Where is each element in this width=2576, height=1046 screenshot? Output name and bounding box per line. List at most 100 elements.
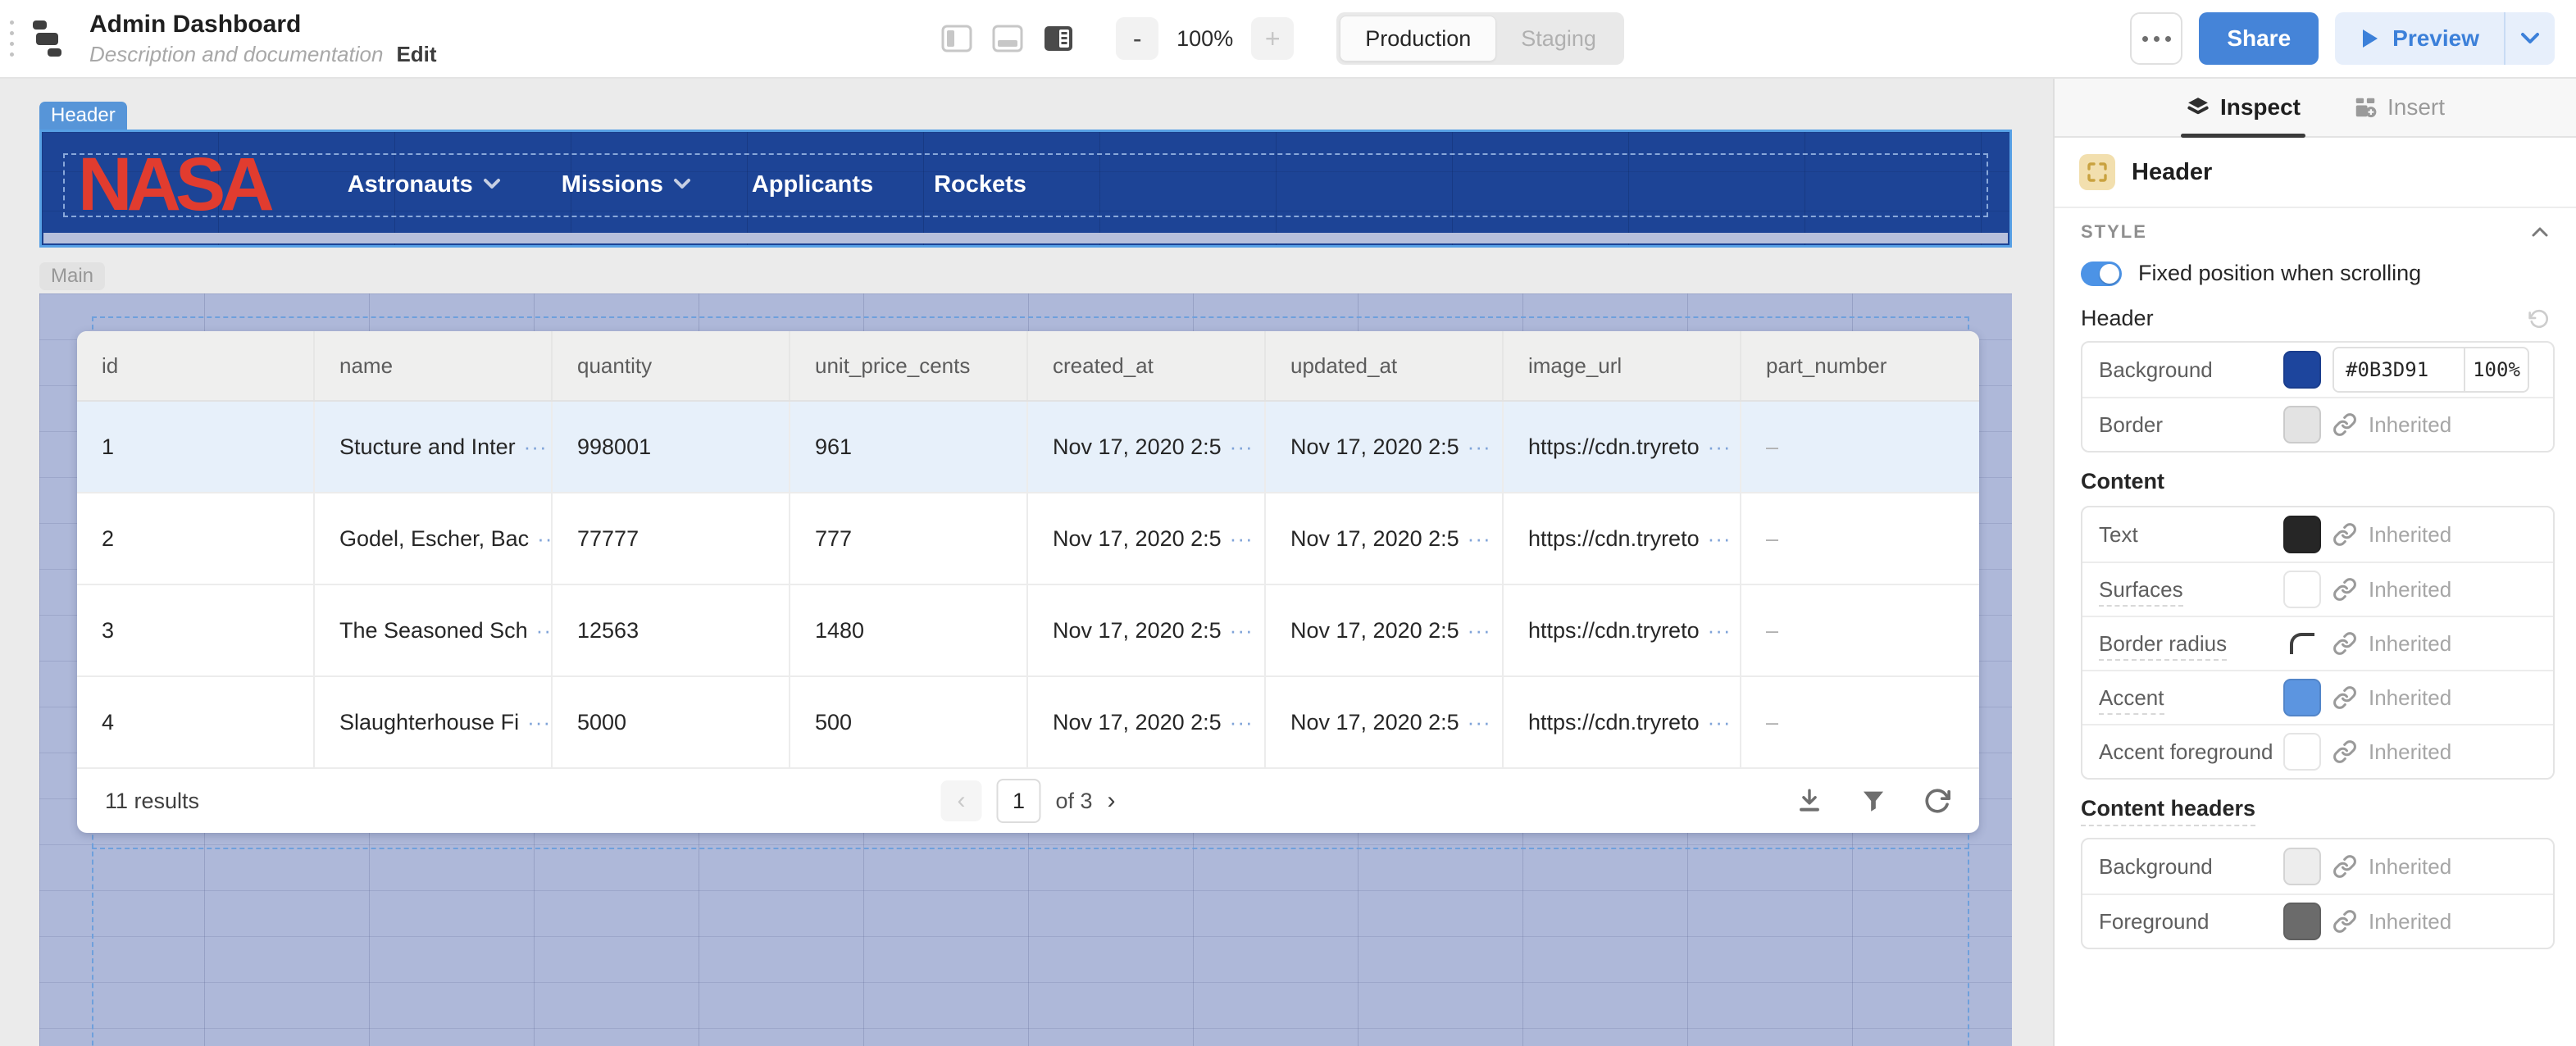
column-header-created-at[interactable]: created_at <box>1028 331 1266 400</box>
overflow-indicator[interactable]: ··· <box>1229 709 1254 734</box>
background-color-swatch[interactable] <box>2283 351 2321 389</box>
column-header-id[interactable]: id <box>77 331 315 400</box>
content-headers-background-swatch[interactable] <box>2283 848 2321 885</box>
reset-icon[interactable] <box>2528 308 2550 330</box>
inherited-value[interactable]: Inherited <box>2369 521 2452 547</box>
column-header-updated-at[interactable]: updated_at <box>1266 331 1504 400</box>
content-headers-foreground-swatch[interactable] <box>2283 903 2321 940</box>
nav-item-applicants[interactable]: Applicants <box>751 171 874 198</box>
overflow-indicator[interactable]: ··· <box>523 434 548 459</box>
table-row[interactable]: 1 Stucture and Inter ··· 998001 961 Nov 1… <box>77 402 1979 493</box>
inherited-value[interactable]: Inherited <box>2369 739 2452 764</box>
surfaces-row: Surfaces Inherited <box>2082 562 2553 616</box>
inherited-value[interactable]: Inherited <box>2369 908 2452 934</box>
drag-handle-icon[interactable] <box>10 20 14 57</box>
header-frame-tag[interactable]: Header <box>39 102 127 130</box>
surfaces-color-swatch[interactable] <box>2283 571 2321 608</box>
main-frame[interactable]: id name quantity unit_price_cents create… <box>39 293 2012 1046</box>
overflow-indicator[interactable]: ··· <box>1467 525 1491 551</box>
content-style-group: Text Inherited Surfaces Inherited Border… <box>2081 506 2555 780</box>
data-table: id name quantity unit_price_cents create… <box>77 331 1979 833</box>
next-page-button[interactable]: › <box>1107 787 1116 814</box>
share-button[interactable]: Share <box>2199 12 2319 65</box>
style-section-title: STYLE <box>2081 221 2147 242</box>
inherited-value[interactable]: Inherited <box>2369 684 2452 710</box>
tab-insert[interactable]: Insert <box>2353 79 2445 136</box>
overflow-indicator[interactable]: ··· <box>527 709 552 734</box>
frame-component-icon <box>2079 154 2115 190</box>
inspector-panel: Inspect Insert Header STYLE Fixed positi… <box>2053 79 2576 1046</box>
text-color-swatch[interactable] <box>2283 516 2321 553</box>
download-icon[interactable] <box>1795 787 1823 815</box>
link-icon <box>2333 739 2357 764</box>
more-options-button[interactable] <box>2130 12 2183 65</box>
header-grid-strip <box>43 233 2008 243</box>
right-panel-toggle-icon[interactable] <box>1040 20 1076 57</box>
background-opacity-field[interactable]: 100% <box>2464 348 2528 391</box>
accent-foreground-color-swatch[interactable] <box>2283 733 2321 771</box>
nav-item-astronauts[interactable]: Astronauts <box>348 171 501 198</box>
overflow-indicator[interactable]: ··· <box>1467 709 1491 734</box>
column-header-quantity[interactable]: quantity <box>553 331 790 400</box>
content-headers-background-row: Background Inherited <box>2082 839 2553 894</box>
preview-button[interactable]: Preview <box>2335 12 2504 65</box>
app-subtitle: Description and documentation <box>89 41 384 66</box>
column-header-name[interactable]: name <box>315 331 553 400</box>
overflow-indicator[interactable]: ··· <box>1707 525 1732 551</box>
preview-button-group: Preview <box>2335 12 2556 65</box>
main-frame-tag[interactable]: Main <box>39 262 106 290</box>
table-footer: 11 results ‹ of 3 › <box>77 769 1979 833</box>
column-header-part-number[interactable]: part_number <box>1766 352 1887 378</box>
nasa-logo[interactable]: NASA <box>78 143 275 226</box>
inherited-value[interactable]: Inherited <box>2369 630 2452 656</box>
background-hex-input[interactable] <box>2334 348 2464 391</box>
preview-dropdown-button[interactable] <box>2504 12 2555 65</box>
border-radius-control[interactable] <box>2283 633 2321 654</box>
tab-inspect[interactable]: Inspect <box>2180 79 2305 138</box>
zoom-in-button[interactable]: + <box>1251 17 1295 60</box>
overflow-indicator[interactable]: ··· <box>1229 434 1254 459</box>
divider <box>2055 207 2576 208</box>
overflow-indicator[interactable]: ··· <box>1707 434 1732 459</box>
bottom-panel-toggle-icon[interactable] <box>990 20 1026 57</box>
content-headers-foreground-row: Foreground Inherited <box>2082 894 2553 948</box>
table-row[interactable]: 2 Godel, Escher, Bac··· 77777 777 Nov 17… <box>77 493 1979 585</box>
table-row[interactable]: 4 Slaughterhouse Fi ··· 5000 500 Nov 17, … <box>77 677 1979 769</box>
fixed-position-toggle[interactable] <box>2081 261 2122 286</box>
overflow-indicator[interactable]: ··· <box>1467 434 1491 459</box>
column-header-unit-price-cents[interactable]: unit_price_cents <box>790 331 1028 400</box>
overflow-indicator[interactable]: ··· <box>1707 617 1732 643</box>
environment-staging[interactable]: Staging <box>1521 25 1596 51</box>
nav-item-missions[interactable]: Missions <box>562 171 691 198</box>
border-color-swatch[interactable] <box>2283 406 2321 443</box>
overflow-indicator[interactable]: ··· <box>1229 525 1254 551</box>
zoom-out-button[interactable]: - <box>1116 17 1159 60</box>
header-style-group: Background 100% Border Inherited <box>2081 341 2555 453</box>
border-radius-icon <box>2290 633 2314 654</box>
preview-label: Preview <box>2392 25 2480 51</box>
accent-color-swatch[interactable] <box>2283 679 2321 716</box>
left-panel-toggle-icon[interactable] <box>939 20 975 57</box>
overflow-indicator[interactable]: ··· <box>1467 617 1491 643</box>
column-header-image-url[interactable]: image_url <box>1504 331 1741 400</box>
overflow-indicator[interactable]: ··· <box>537 525 553 551</box>
inherited-value[interactable]: Inherited <box>2369 412 2452 437</box>
page-number-input[interactable] <box>996 779 1041 823</box>
chevron-up-icon[interactable] <box>2530 225 2550 239</box>
overflow-indicator[interactable]: ··· <box>1707 709 1732 734</box>
environment-production[interactable]: Production <box>1340 16 1497 61</box>
overflow-indicator[interactable]: ··· <box>1229 617 1254 643</box>
inherited-value[interactable]: Inherited <box>2369 853 2452 879</box>
inherited-value[interactable]: Inherited <box>2369 576 2452 602</box>
border-radius-row: Border radius Inherited <box>2082 616 2553 670</box>
nav-item-rockets[interactable]: Rockets <box>934 171 1026 198</box>
header-frame[interactable]: NASA Astronauts Missions Applicants Rock… <box>39 130 2012 248</box>
style-section-header[interactable]: STYLE <box>2055 208 2576 256</box>
overflow-indicator[interactable]: ··· <box>535 617 552 643</box>
selected-component-row[interactable]: Header <box>2055 138 2576 207</box>
previous-page-button[interactable]: ‹ <box>940 780 982 821</box>
refresh-icon[interactable] <box>1923 787 1951 815</box>
table-row[interactable]: 3 The Seasoned Sch··· 12563 1480 Nov 17,… <box>77 585 1979 677</box>
edit-description-button[interactable]: Edit <box>396 41 437 66</box>
filter-icon[interactable] <box>1859 787 1887 815</box>
